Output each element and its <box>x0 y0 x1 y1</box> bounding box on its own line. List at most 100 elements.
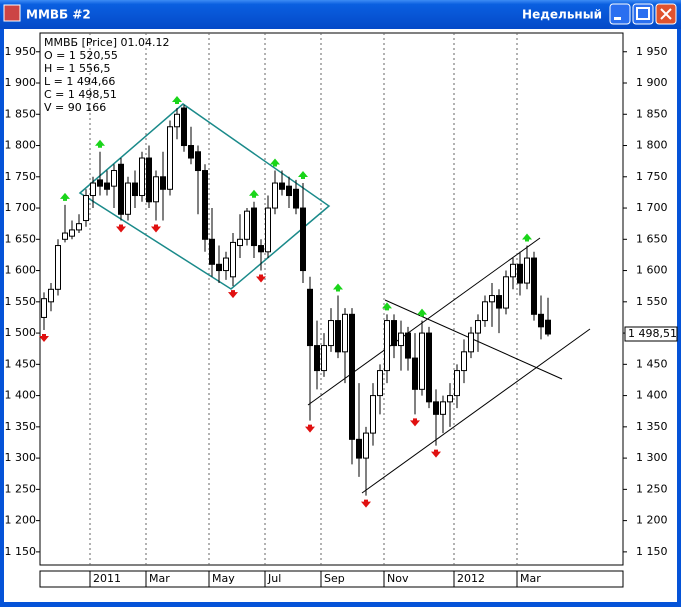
x-tick-label: Mar <box>149 572 170 585</box>
candle-body <box>244 210 250 240</box>
candle-body <box>265 207 271 253</box>
candle-body <box>356 438 362 459</box>
fractal-up <box>270 158 280 167</box>
candle-body <box>167 126 173 190</box>
y-tick-label: 1 200 <box>5 514 37 527</box>
fractal-up <box>172 96 182 105</box>
candle-body <box>426 332 432 403</box>
close-button[interactable] <box>655 3 677 25</box>
info-line: H = 1 556,5 <box>44 62 110 75</box>
candle-body <box>146 157 152 203</box>
y-tick-label: 1 800 <box>5 139 37 152</box>
fractal-up <box>522 233 532 242</box>
candle-body <box>97 179 103 187</box>
fractal-down <box>361 499 371 508</box>
fractal-up <box>249 189 259 198</box>
candle-body <box>125 182 131 215</box>
candle-body <box>461 351 467 372</box>
candle-body <box>370 395 376 434</box>
candle-body <box>293 188 299 209</box>
fractal-down <box>116 224 126 233</box>
y-tick-label: 1 900 <box>5 76 37 89</box>
candle-body <box>279 182 285 190</box>
last-price-box <box>624 326 678 342</box>
y-tick-label-right: 1 700 <box>636 201 668 214</box>
y-tick-label-right: 1 550 <box>636 295 668 308</box>
candle-body <box>272 182 278 209</box>
y-tick-label-right: 1 850 <box>636 107 668 120</box>
candle-body <box>223 257 229 272</box>
x-tick-label: 2011 <box>93 572 121 585</box>
candle-body <box>510 263 516 278</box>
minimize-button[interactable] <box>609 3 631 25</box>
candle-body <box>531 257 537 315</box>
candle-body <box>83 195 89 222</box>
candle-body <box>503 276 509 309</box>
candle-body <box>174 113 180 128</box>
candle-body <box>419 332 425 390</box>
y-tick-label: 1 550 <box>5 295 37 308</box>
candle-body <box>433 401 439 415</box>
info-line: C = 1 498,51 <box>44 88 117 101</box>
candle-body <box>545 319 551 335</box>
candle-body <box>216 263 222 272</box>
fractal-up <box>298 171 308 180</box>
diamond <box>78 103 331 290</box>
window-title: ММВБ #2 <box>26 8 91 22</box>
x-tick-label: 2012 <box>457 572 485 585</box>
y-tick-label-right: 1 600 <box>636 264 668 277</box>
candle-body <box>90 182 96 197</box>
maximize-button[interactable] <box>632 3 654 25</box>
x-tick-label: Jul <box>267 572 281 585</box>
x-tick-label: Nov <box>387 572 409 585</box>
candle-body <box>538 313 544 328</box>
candle-body <box>139 157 145 197</box>
last-price-label: 1 498,51 <box>628 327 677 340</box>
title-bar <box>0 0 681 29</box>
candle-body <box>440 401 446 415</box>
candle-body <box>181 107 187 147</box>
candle-body <box>76 223 82 231</box>
candle-body <box>132 182 138 197</box>
candle-body <box>300 207 306 272</box>
fractal-down <box>305 424 315 433</box>
candle-body <box>111 170 117 187</box>
fractal-up <box>60 192 70 201</box>
candle-body <box>384 320 390 372</box>
candle-body <box>230 241 236 278</box>
candle-body <box>321 345 327 372</box>
y-tick-label-right: 1 900 <box>636 76 668 89</box>
fractal-down <box>228 290 238 299</box>
candle-body <box>454 370 460 397</box>
y-tick-label: 1 600 <box>5 264 37 277</box>
candle-body <box>342 313 348 353</box>
candle-body <box>496 295 502 309</box>
y-tick-label: 1 250 <box>5 482 37 495</box>
y-tick-label-right: 1 800 <box>636 139 668 152</box>
candle-body <box>314 345 320 372</box>
y-tick-label-right: 1 350 <box>636 420 668 433</box>
y-tick-label-right: 1 250 <box>636 482 668 495</box>
candle-body <box>286 185 292 197</box>
candle-body <box>202 170 208 240</box>
candle-body <box>363 432 369 459</box>
candle-body <box>195 151 201 172</box>
fractal-down <box>39 333 49 342</box>
fractal-up <box>333 283 343 292</box>
candle-body <box>118 163 124 215</box>
candle-body <box>328 320 334 347</box>
fractal-up <box>417 308 427 317</box>
info-line: O = 1 520,55 <box>44 49 118 62</box>
candle-body <box>188 145 194 159</box>
y-tick-label: 1 650 <box>5 232 37 245</box>
fractal-up <box>382 302 392 311</box>
fractal-up <box>95 139 105 148</box>
candle-body <box>104 182 110 190</box>
info-box: ММВБ [Price] 01.04.12O = 1 520,55H = 1 5… <box>44 36 169 114</box>
candle-body <box>468 332 474 353</box>
candle-body <box>69 229 75 237</box>
fractal-down <box>256 274 266 283</box>
candle-body <box>48 288 54 303</box>
info-line: ММВБ [Price] 01.04.12 <box>44 36 169 49</box>
